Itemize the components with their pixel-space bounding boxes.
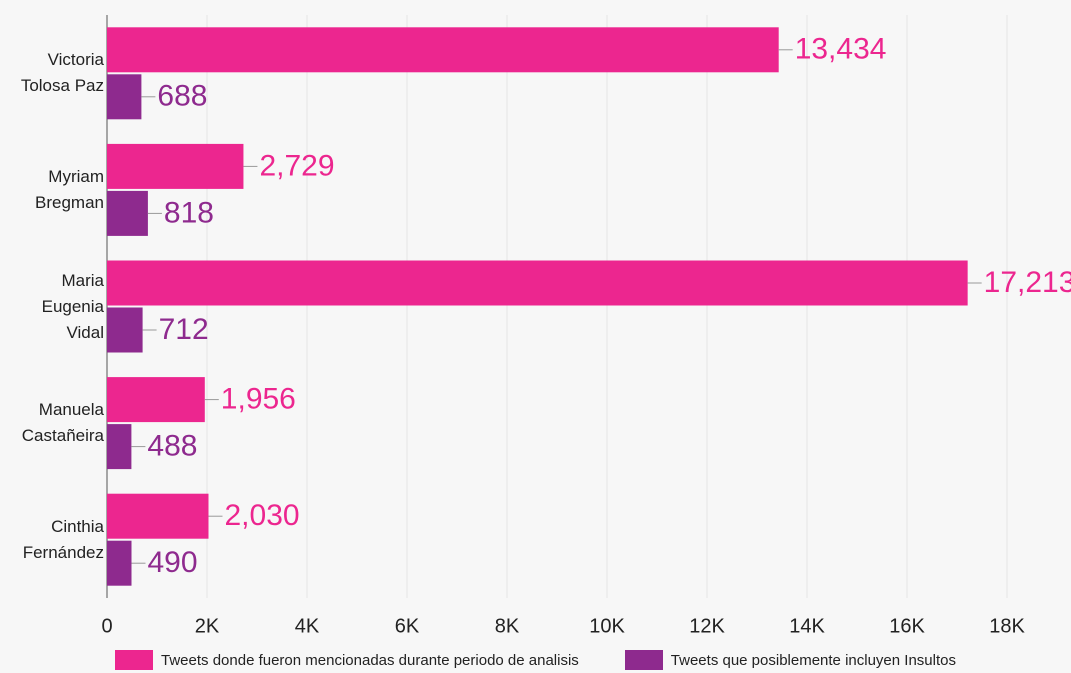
value-label: 488 [147,430,197,463]
x-tick-label: 10K [589,615,625,637]
value-label: 17,213 [984,266,1071,299]
x-tick-label: 14K [789,615,825,637]
x-tick-label: 2K [195,615,220,637]
x-tick-label: 0 [101,615,112,637]
legend-label: Tweets que posiblemente incluyen Insulto… [670,651,956,669]
bar [107,307,143,353]
value-label: 712 [159,313,209,346]
category-label: Victoria Tolosa Paz [20,50,104,96]
bar [107,493,209,539]
category-label: Myriam Bregman [35,166,104,212]
x-tick-label: 4K [295,615,320,637]
x-tick-label: 16K [889,615,925,637]
value-label: 1,956 [221,383,296,416]
legend: Tweets donde fueron mencionadas durante … [0,650,1071,670]
value-label: 818 [164,196,214,229]
legend-swatch [624,650,663,670]
value-label: 490 [148,546,198,579]
x-tick-label: 12K [689,615,725,637]
category-label: Cinthia Fernández [22,516,104,562]
bar [107,74,142,120]
legend-swatch [115,650,154,670]
value-label: 13,434 [795,33,887,66]
bar [107,143,244,189]
x-tick-label: 18K [989,615,1025,637]
x-tick-label: 6K [395,615,420,637]
legend-label: Tweets donde fueron mencionadas durante … [161,651,579,669]
category-label: Manuela Castañeira [21,400,104,446]
bar [107,190,148,236]
value-label: 688 [157,80,207,113]
value-label: 2,030 [225,499,300,532]
bar [107,260,968,306]
bar [107,540,132,586]
legend-item: Tweets donde fueron mencionadas durante … [115,650,579,670]
bar [107,27,779,73]
bar [107,377,205,423]
legend-item: Tweets que posiblemente incluyen Insulto… [624,650,956,670]
category-label: Maria Eugenia Vidal [41,270,104,342]
value-label: 2,729 [259,149,334,182]
bar [107,424,132,470]
x-tick-label: 8K [495,615,520,637]
